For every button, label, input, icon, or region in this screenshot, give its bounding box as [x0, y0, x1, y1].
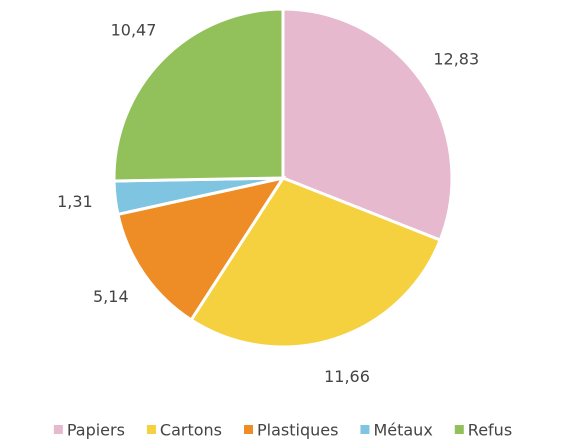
- pie-slice: [189, 176, 443, 349]
- pie-slice: [112, 7, 285, 183]
- legend-label: Plastiques: [257, 421, 338, 440]
- pie-slice: [281, 7, 454, 242]
- legend-label: Papiers: [67, 421, 125, 440]
- legend-marker: [454, 425, 464, 434]
- data-label: 1,31: [57, 192, 93, 211]
- legend-marker: [244, 425, 254, 434]
- data-label: 5,14: [93, 287, 129, 306]
- legend-marker: [146, 425, 156, 434]
- legend-label: Refus: [468, 421, 512, 440]
- legend-marker: [360, 425, 370, 434]
- legend-marker: [53, 425, 63, 434]
- pie-slice: [116, 175, 287, 322]
- data-label: 11,66: [324, 367, 370, 386]
- legend-label: Cartons: [160, 421, 222, 440]
- data-label: 12,83: [433, 50, 479, 69]
- data-label: 10,47: [111, 21, 157, 40]
- legend-label: Métaux: [373, 421, 432, 440]
